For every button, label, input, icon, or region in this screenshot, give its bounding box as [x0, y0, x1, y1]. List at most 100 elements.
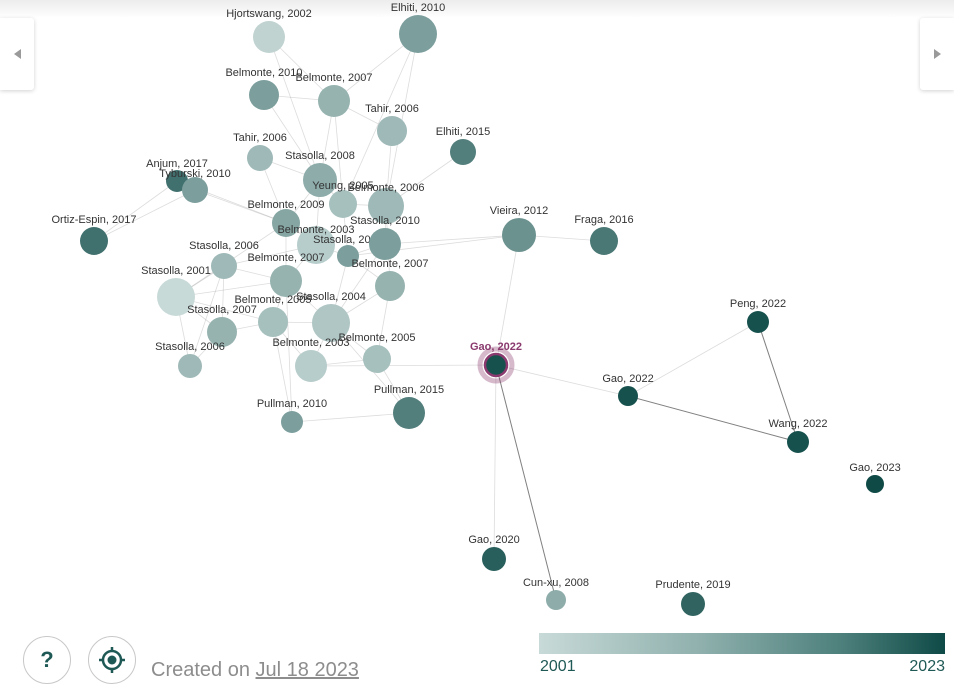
node-circle[interactable] [337, 245, 359, 267]
graph-edge [285, 280, 293, 423]
graph-node[interactable]: Fraga, 2016 [574, 214, 634, 255]
node-label: Gao, 2023 [849, 462, 900, 474]
node-label: Hjortswang, 2002 [226, 8, 312, 20]
graph-node[interactable]: Stasolla, 2006 [189, 240, 259, 279]
graph-node[interactable]: Belmonte, 2007 [295, 72, 373, 117]
node-circle[interactable] [399, 15, 437, 53]
node-circle[interactable] [502, 218, 536, 252]
node-circle[interactable] [590, 227, 618, 255]
graph-node[interactable]: Wang, 2022 [769, 418, 828, 453]
graph-edge [189, 265, 225, 367]
graph-node[interactable]: Stasolla, 2010 [313, 234, 383, 267]
graph-node[interactable]: Belmonte, 2007 [351, 258, 429, 301]
graph-node[interactable]: Gao, 2023 [849, 462, 901, 493]
node-circle[interactable] [377, 116, 407, 146]
graph-node[interactable]: Stasolla, 2007 [187, 304, 257, 347]
node-circle[interactable] [393, 397, 425, 429]
node-circle[interactable] [272, 209, 300, 237]
node-circle[interactable] [866, 475, 884, 493]
graph-node[interactable]: Cun-xu, 2008 [523, 577, 589, 610]
graph-node[interactable]: Belmonte, 2007 [247, 252, 325, 297]
node-circle[interactable] [375, 271, 405, 301]
locate-button[interactable] [88, 636, 136, 684]
node-circle[interactable] [368, 188, 404, 224]
node-label: Stasolla, 2006 [189, 240, 259, 252]
graph-node[interactable]: Belmonte, 2005 [338, 332, 416, 373]
graph-node[interactable]: Prudente, 2019 [655, 579, 731, 616]
node-circle[interactable] [211, 253, 237, 279]
graph-edge [384, 234, 520, 245]
year-color-legend [539, 633, 945, 654]
node-circle[interactable] [182, 177, 208, 203]
node-circle[interactable] [281, 411, 303, 433]
graph-node[interactable]: Vieira, 2012 [490, 205, 549, 252]
graph-node[interactable]: Elhiti, 2015 [436, 126, 490, 165]
graph-node[interactable]: Belmonte, 2005 [234, 294, 312, 337]
graph-node[interactable]: Peng, 2022 [730, 298, 786, 333]
node-circle[interactable] [258, 307, 288, 337]
node-circle[interactable] [318, 85, 350, 117]
node-label: Belmonte, 2005 [338, 332, 415, 344]
node-circle[interactable] [270, 265, 302, 297]
node-circle[interactable] [747, 311, 769, 333]
node-circle[interactable] [297, 226, 335, 264]
graph-node[interactable]: Ortiz-Espin, 2017 [52, 214, 137, 255]
graph-node[interactable]: Belmonte, 2003 [272, 337, 350, 382]
created-date-link[interactable]: Jul 18 2023 [255, 659, 359, 681]
node-circle[interactable] [207, 317, 237, 347]
graph-node[interactable]: Yeung, 2005 [312, 180, 374, 218]
graph-node[interactable]: Stasolla, 2010 [350, 215, 420, 260]
node-circle[interactable] [618, 386, 638, 406]
node-circle[interactable] [329, 190, 357, 218]
graph-node[interactable]: Pullman, 2010 [257, 398, 327, 433]
node-circle[interactable] [787, 431, 809, 453]
node-circle[interactable] [80, 227, 108, 255]
graph-node[interactable]: Stasolla, 2006 [155, 341, 225, 378]
graph-node[interactable]: Tahir, 2006 [365, 103, 419, 146]
node-circle[interactable] [157, 278, 195, 316]
node-circle[interactable] [312, 304, 350, 342]
node-label: Gao, 2022 [602, 373, 653, 385]
graph-node[interactable]: Tyburski, 2010 [159, 168, 231, 203]
node-circle[interactable] [369, 228, 401, 260]
node-label: Elhiti, 2010 [391, 2, 445, 14]
graph-node[interactable]: Tahir, 2006 [233, 132, 287, 171]
graph-node[interactable]: Hjortswang, 2002 [226, 8, 312, 53]
graph-edge [93, 189, 196, 242]
node-circle[interactable] [546, 590, 566, 610]
node-label: Stasolla, 2010 [313, 234, 383, 246]
graph-node[interactable]: Stasolla, 2004 [296, 291, 366, 342]
graph-node[interactable]: Gao, 2022 [470, 341, 522, 384]
graph-node[interactable]: Belmonte, 2003 [277, 224, 355, 264]
graph-node[interactable]: Stasolla, 2001 [141, 265, 211, 316]
node-circle[interactable] [363, 345, 391, 373]
graph-node[interactable]: Pullman, 2015 [374, 384, 444, 429]
help-button[interactable]: ? [23, 636, 71, 684]
node-circle[interactable] [483, 352, 509, 378]
node-circle[interactable] [178, 354, 202, 378]
graph-node[interactable]: Belmonte, 2010 [225, 67, 303, 110]
legend-max-year: 2023 [909, 658, 945, 675]
node-circle[interactable] [247, 145, 273, 171]
node-circle[interactable] [450, 139, 476, 165]
graph-node[interactable]: Stasolla, 2008 [285, 150, 355, 197]
selected-node-halo [477, 346, 515, 384]
graph-node[interactable]: Gao, 2020 [468, 534, 520, 571]
node-circle[interactable] [249, 80, 279, 110]
graph-node[interactable]: Elhiti, 2010 [391, 2, 445, 53]
node-label: Stasolla, 2010 [350, 215, 420, 227]
graph-node[interactable]: Belmonte, 2009 [247, 199, 325, 237]
node-circle[interactable] [253, 21, 285, 53]
question-mark-icon: ? [40, 647, 54, 672]
node-circle[interactable] [681, 592, 705, 616]
next-panel-button[interactable] [920, 18, 954, 90]
graph-node[interactable]: Gao, 2022 [602, 373, 654, 406]
graph-node[interactable]: Belmonte, 2006 [347, 182, 425, 224]
node-circle[interactable] [295, 350, 327, 382]
node-circle[interactable] [303, 163, 337, 197]
node-circle[interactable] [482, 547, 506, 571]
prev-panel-button[interactable] [0, 18, 34, 90]
node-label: Tahir, 2006 [233, 132, 287, 144]
node-label: Anjum, 2017 [146, 158, 208, 170]
